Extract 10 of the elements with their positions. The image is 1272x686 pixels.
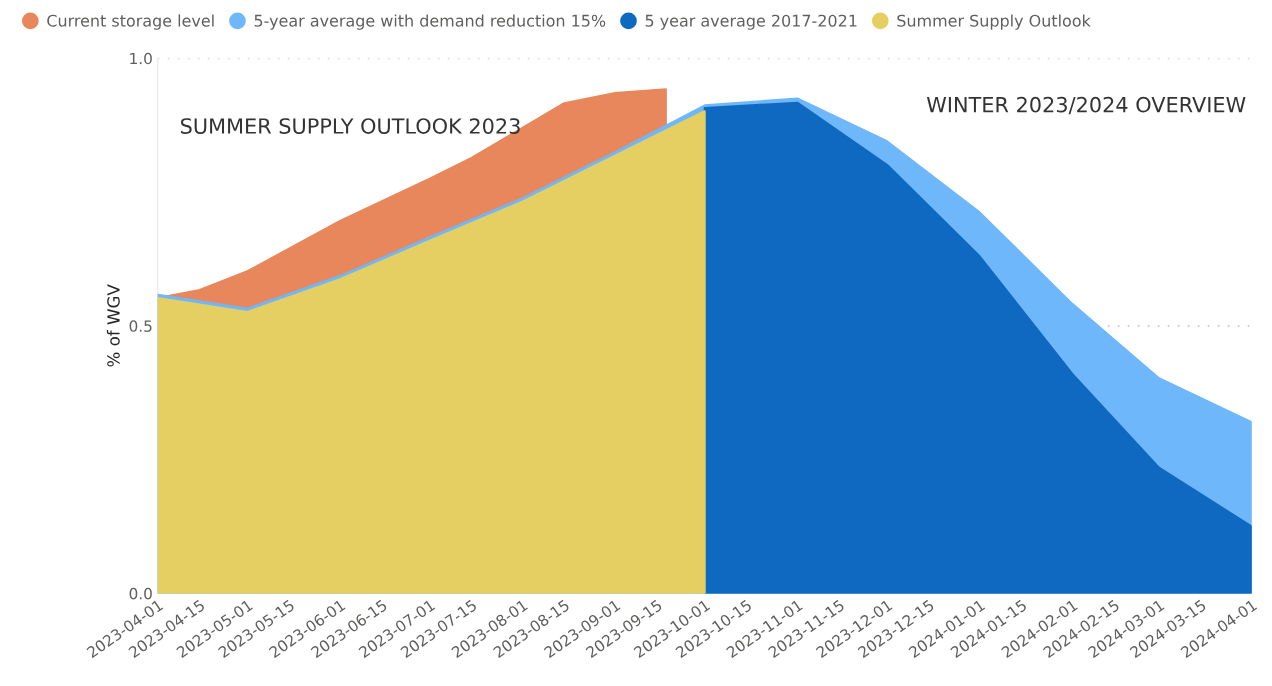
y-tick-label: 0.0 (129, 587, 152, 600)
legend-label: 5-year average with demand reduction 15% (254, 14, 606, 30)
y-tick-label: 1.0 (130, 52, 152, 65)
y-tick-label: 0.5 (129, 320, 152, 332)
legend-label: Summer Supply Outlook (897, 14, 1091, 30)
y-axis-title: % of WGV (106, 284, 120, 367)
annotation: SUMMER SUPPLY OUTLOOK 2023 (180, 118, 520, 134)
annotation: WINTER 2023/2024 OVERVIEW (926, 96, 1246, 115)
legend-label: 5 year average 2017-2021 (645, 14, 857, 30)
legend-label: Current storage level (47, 14, 214, 30)
